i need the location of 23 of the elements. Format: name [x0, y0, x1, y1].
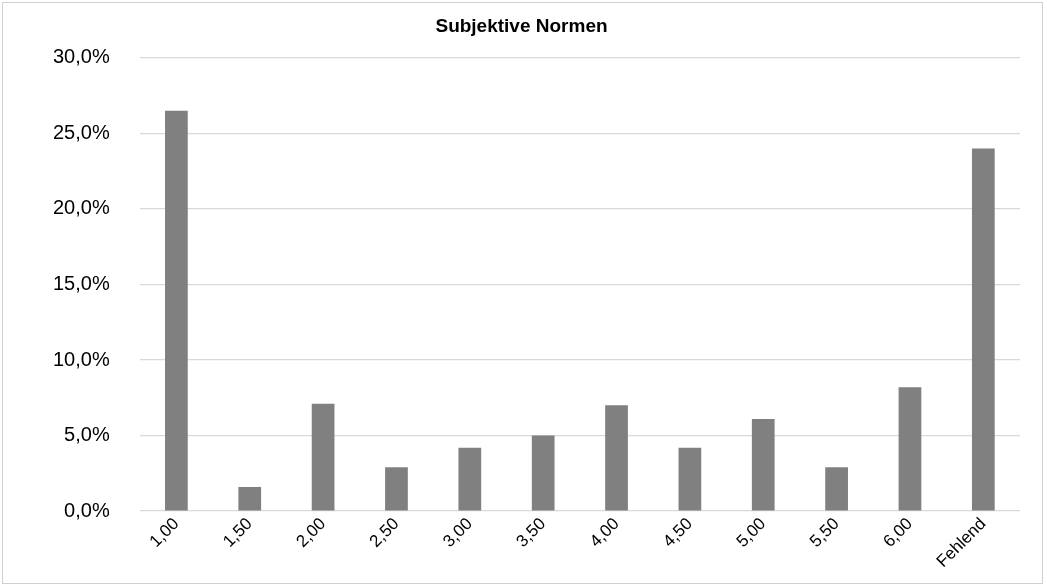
y-tick-label: 30,0%	[52, 45, 110, 68]
y-tick-label: 0,0%	[64, 498, 110, 521]
x-tick-label: 4,00	[585, 514, 623, 551]
y-tick-label: 20,0%	[52, 196, 110, 219]
bar	[751, 418, 775, 511]
bar	[678, 447, 702, 511]
bar	[385, 467, 408, 511]
bar	[825, 467, 848, 511]
y-tick-label: 15,0%	[52, 271, 110, 294]
bar	[311, 403, 335, 511]
chart-title: Subjektive Normen	[435, 14, 608, 36]
bar	[531, 435, 555, 511]
bar	[165, 110, 188, 511]
bar	[458, 447, 482, 511]
bar	[238, 486, 262, 511]
y-tick-label: 25,0%	[52, 120, 110, 143]
bar	[898, 387, 922, 511]
bar	[605, 405, 628, 511]
x-tick-label: 4,50	[659, 514, 697, 551]
y-tick-label: 5,0%	[64, 423, 110, 446]
x-tick-label: 6,00	[879, 514, 917, 551]
bar	[971, 148, 995, 511]
y-tick-label: 10,0%	[52, 347, 110, 370]
